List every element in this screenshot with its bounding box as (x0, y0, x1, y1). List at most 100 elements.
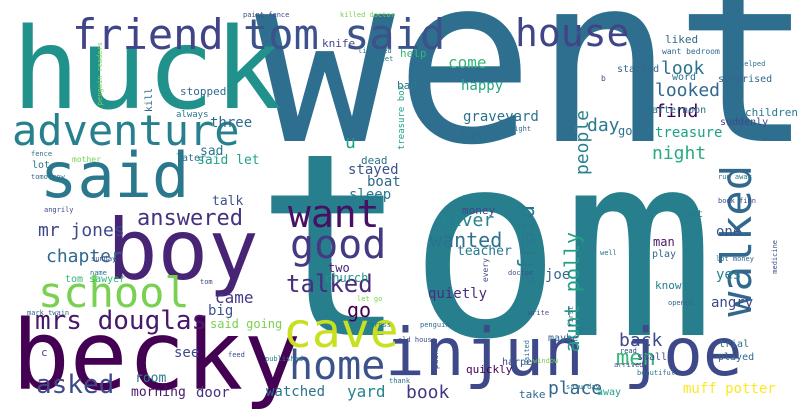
word-liked: liked (665, 33, 699, 46)
word-right: right (510, 125, 532, 133)
word-answered: answered (137, 206, 243, 231)
word-word: word (672, 72, 697, 83)
word-three: three (210, 115, 253, 131)
word-look: look (661, 58, 705, 79)
word-harper: harper (502, 357, 539, 368)
word-opened: opened (668, 299, 694, 307)
word-old-house: old house (398, 336, 436, 344)
word-doctor: doctor (508, 269, 534, 277)
word-started: started (617, 64, 660, 75)
word-lot: lot (32, 160, 51, 171)
word-teacher: teacher (457, 244, 512, 259)
word-day: day (587, 115, 620, 136)
word-morning: morning (131, 385, 186, 400)
word-river: river (440, 210, 495, 231)
word-injun-joe: injun joe (385, 314, 743, 391)
word-lot-money: lot money (716, 255, 754, 263)
word-angry: angry (711, 295, 754, 311)
word-tom-said: tom said (243, 10, 446, 59)
word-away: away (597, 387, 622, 398)
word-place: place (548, 378, 603, 399)
word-came: came (215, 288, 254, 307)
word-children: children (745, 106, 798, 119)
word-know: know (655, 279, 682, 292)
word-tomorrow: tomorrow (31, 173, 65, 181)
word-mrs-douglas: mrs douglas (35, 306, 208, 336)
word-surprised: surprised (718, 74, 773, 85)
word-help: help (400, 47, 427, 60)
word-cross: cross (370, 321, 392, 329)
word-every: every (481, 258, 490, 283)
word-name: name (90, 269, 107, 277)
word-tom-sawyer: tom sawyer (65, 274, 126, 285)
word-looked: looked (655, 80, 721, 101)
word-trial: trial (719, 339, 750, 350)
word-paint: paint (431, 345, 440, 370)
word-said: said (40, 139, 190, 212)
word-big: big (208, 303, 234, 319)
word-went: went (255, 0, 806, 196)
word-book-finn: book finn (718, 197, 756, 205)
word-mr-jones: mr jones (38, 220, 125, 241)
word-sad: sad (200, 144, 224, 159)
word-put: put (685, 209, 704, 220)
word-treasure-box: treasure box (397, 85, 407, 151)
word-back: back (619, 330, 663, 351)
word-stopped: stopped (180, 85, 227, 98)
word-beautiful: beautiful (637, 369, 675, 377)
word-talked: talked (286, 270, 373, 298)
word-two: two (328, 261, 350, 275)
word-money: money (462, 204, 496, 217)
word-sleep: sleep (349, 187, 392, 203)
word-c: c (41, 346, 48, 359)
word-kill: kill (144, 88, 155, 113)
word-talk: talk (212, 194, 244, 209)
word-listened: listened (358, 47, 392, 55)
word-window: window (533, 357, 559, 365)
word-killed-doctor: killed doctor (340, 11, 395, 19)
word-good: good (290, 222, 387, 268)
word-played: played (718, 352, 755, 363)
word-book: book (406, 382, 450, 403)
word-penguin: penguin (420, 321, 450, 329)
word-new: new (462, 191, 488, 207)
word-tom: tom (255, 99, 716, 396)
word-watched: watched (266, 384, 326, 400)
word-later: later (176, 153, 207, 164)
word-mark-twain: mark twain (27, 309, 70, 317)
word-sunday: sunday (91, 255, 117, 263)
word-going: going (618, 124, 655, 138)
word-joe: joe (545, 267, 571, 283)
word-adventure: adventure (12, 106, 240, 155)
word-mother: mother (72, 155, 101, 164)
word-quickly: quickly (466, 363, 513, 376)
word-street: street (368, 55, 394, 63)
word-go: go (347, 298, 372, 322)
word-always: always (176, 110, 209, 120)
word-chapter: chapter (46, 246, 122, 267)
word-idea: idea (568, 29, 585, 37)
word-cave: cave (283, 303, 399, 359)
word-walked: walked (712, 165, 761, 317)
word-waited: waited (523, 340, 531, 366)
word-published: published (265, 355, 303, 363)
word-find: find (655, 101, 699, 122)
word-saturday: saturday (566, 383, 600, 391)
word-b: b (601, 74, 606, 83)
word-home: home (289, 343, 386, 389)
word-quietly: quietly (428, 286, 488, 302)
word-arrived: arrived (614, 361, 644, 369)
word-want-bedroom: want bedroom (662, 47, 720, 56)
word-u: u (345, 132, 356, 153)
word-treasure: treasure (655, 125, 723, 141)
word-huck: huck (12, 5, 282, 135)
word-penguin-readers: penguin readers (96, 42, 104, 106)
word-happy: happy (461, 78, 504, 94)
word-asked: asked (36, 370, 115, 400)
word-town: town (580, 325, 597, 333)
word-well: well (600, 249, 617, 257)
word-yard: yard (347, 382, 386, 401)
word-fence: fence (31, 150, 53, 158)
word-afternoon: afternoon (652, 105, 707, 116)
